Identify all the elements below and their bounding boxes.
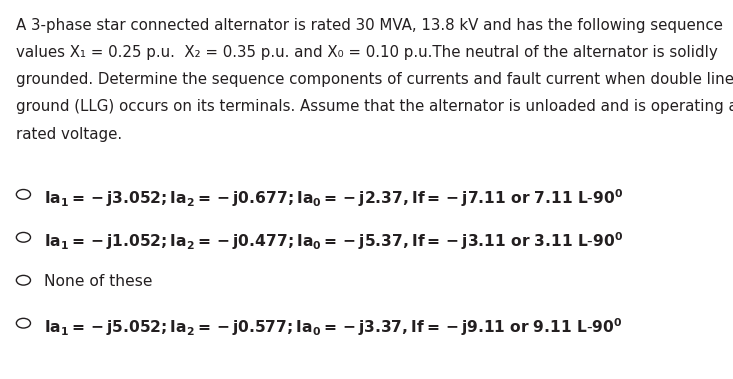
Text: $\mathbf{Ia_1 = -j3.052; Ia_2 = -j0.677; Ia_0 = -j2.37, If = -j7.11\ or\ 7.11\ L: $\mathbf{Ia_1 = -j3.052; Ia_2 = -j0.677;… [43,188,623,209]
Text: $\mathbf{Ia_1 = -j5.052; Ia_2 = -j0.577; Ia_0 = -j3.37, If = -j9.11\ or\ 9.11\ L: $\mathbf{Ia_1 = -j5.052; Ia_2 = -j0.577;… [43,316,622,338]
Text: None of these: None of these [43,274,152,288]
Text: $\mathbf{Ia_1 = -j1.052; Ia_2 = -j0.477; Ia_0 = -j5.37, If = -j3.11\ or\ 3.11\ L: $\mathbf{Ia_1 = -j1.052; Ia_2 = -j0.477;… [43,230,623,252]
Text: ground (LLG) occurs on its terminals. Assume that the alternator is unloaded and: ground (LLG) occurs on its terminals. As… [16,100,733,114]
Text: grounded. Determine the sequence components of currents and fault current when d: grounded. Determine the sequence compone… [16,72,733,87]
Text: A 3-phase star connected alternator is rated 30 MVA, 13.8 kV and has the followi: A 3-phase star connected alternator is r… [16,18,723,33]
Text: values X₁ = 0.25 p.u.  X₂ = 0.35 p.u. and X₀ = 0.10 p.u.The neutral of the alter: values X₁ = 0.25 p.u. X₂ = 0.35 p.u. and… [16,45,718,60]
Text: rated voltage.: rated voltage. [16,127,122,142]
